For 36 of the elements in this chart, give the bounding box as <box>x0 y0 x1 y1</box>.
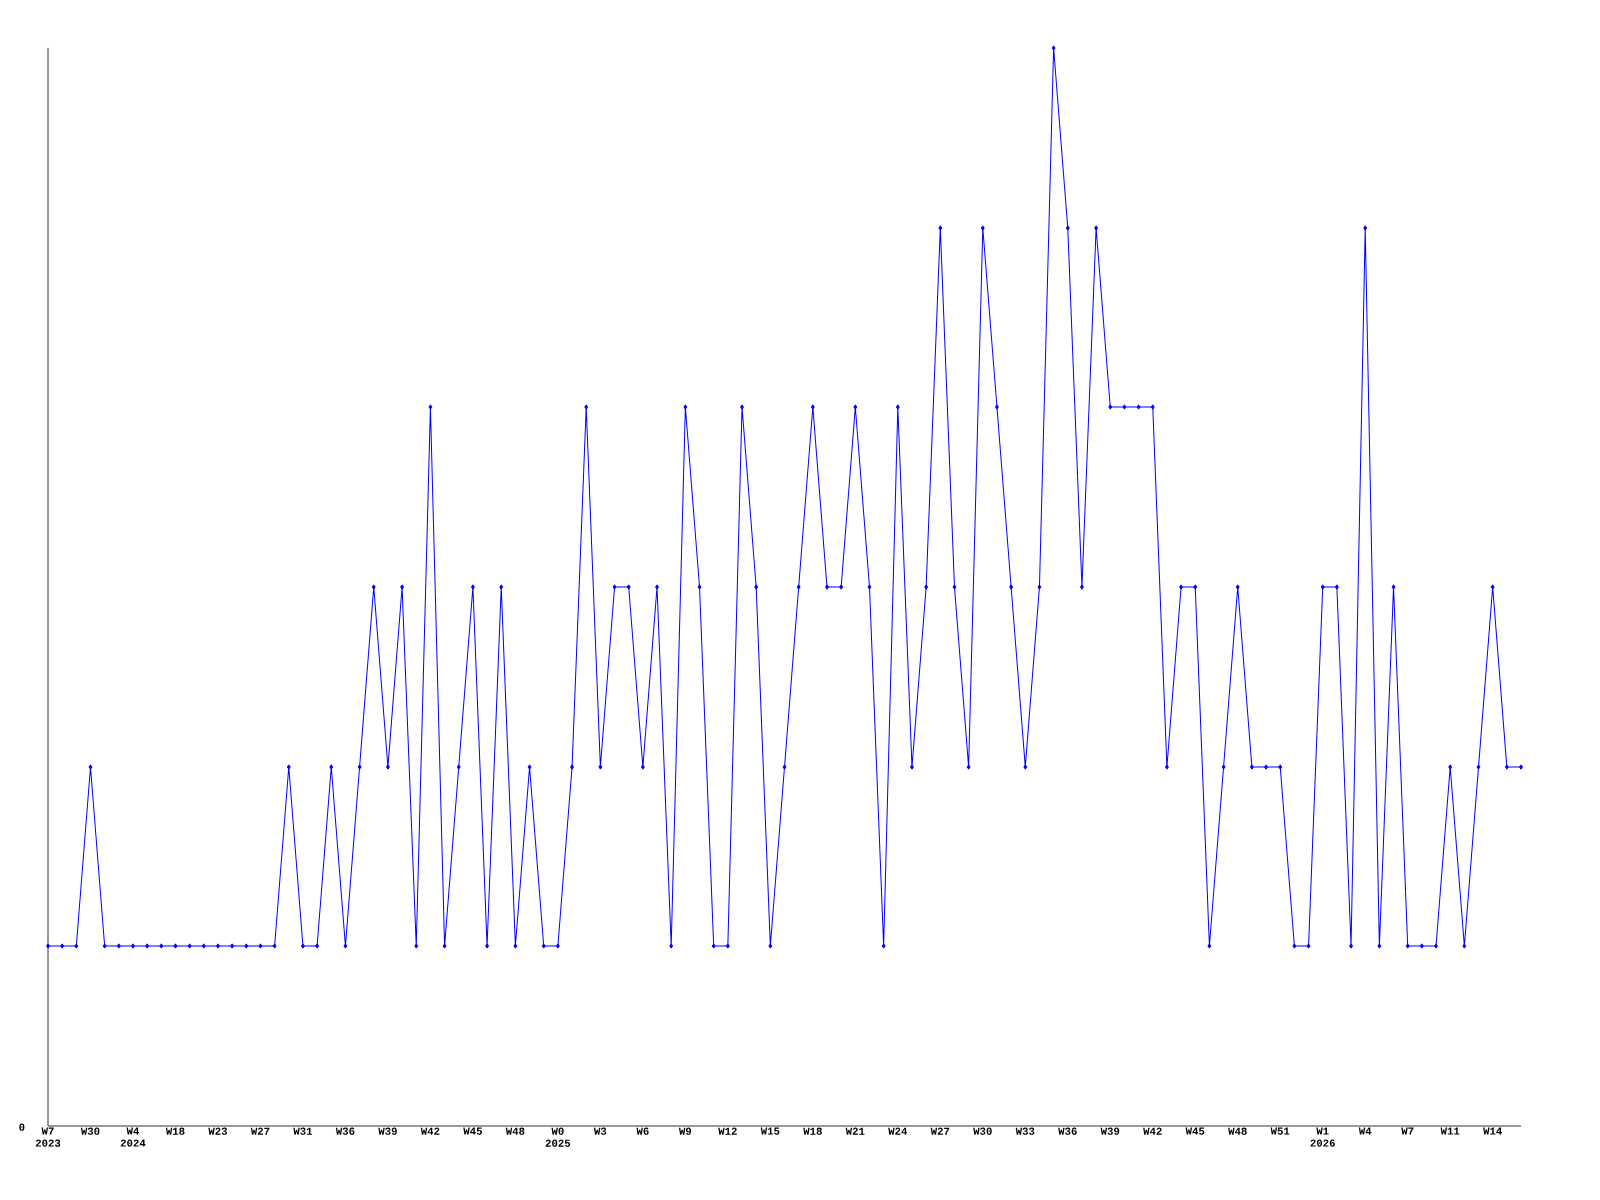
x-tick-label: W42 <box>420 1127 440 1135</box>
x-tick-label: W36 <box>1058 1127 1077 1135</box>
x-tick-label: W18 <box>165 1127 185 1135</box>
x-tick-label: W30 <box>973 1127 992 1135</box>
x-tick-label: W27 <box>250 1127 270 1135</box>
x-tick-label: W39 <box>1100 1127 1120 1135</box>
x-tick-label: W6 <box>636 1127 649 1135</box>
x-tick-label: W18 <box>803 1127 822 1135</box>
x-tick-label: W11 <box>1440 1127 1460 1135</box>
x-tick-label: W7 2023 <box>35 1127 61 1147</box>
x-tick-label: W21 <box>845 1127 865 1135</box>
x-tick-label: W4 2024 <box>120 1127 146 1147</box>
x-tick-label: W23 <box>208 1127 228 1135</box>
x-tick-label: W45 <box>463 1127 482 1135</box>
x-tick-label: W0 2025 <box>545 1127 571 1147</box>
text: 0 <box>19 1123 25 1131</box>
x-tick-label: W36 <box>335 1127 355 1135</box>
x-tick-label: W14 <box>1483 1127 1502 1135</box>
x-tick-label: W48 <box>505 1127 525 1135</box>
x-tick-label: W39 <box>378 1127 397 1135</box>
x-tick-label: W4 <box>1358 1127 1372 1135</box>
x-tick-label: W27 <box>930 1127 950 1135</box>
x-tick-label: W31 <box>293 1127 313 1135</box>
x-tick-label: W42 <box>1143 1127 1162 1135</box>
x-tick-label: W12 <box>718 1127 737 1135</box>
x-tick-label: W45 <box>1185 1127 1205 1135</box>
x-tick-label: W30 <box>80 1127 100 1135</box>
x-tick-label: W51 <box>1270 1127 1290 1135</box>
x-tick-label: W1 2026 <box>1310 1127 1335 1147</box>
x-tick-label: W9 <box>678 1127 692 1135</box>
x-tick-label: W33 <box>1015 1127 1035 1135</box>
x-tick-label: W15 <box>760 1127 780 1135</box>
x-tick-label: W48 <box>1228 1127 1247 1135</box>
x-tick-label: W3 <box>593 1127 607 1135</box>
x-tick-label: W24 <box>888 1127 908 1135</box>
x-tick-label: W7 <box>1401 1127 1414 1135</box>
